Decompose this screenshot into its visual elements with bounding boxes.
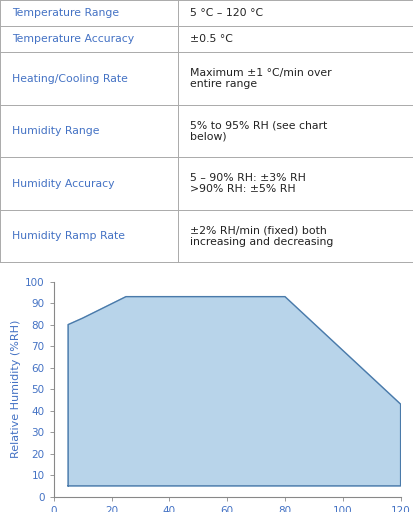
Text: ±2% RH/min (fixed) both
increasing and decreasing: ±2% RH/min (fixed) both increasing and d… [190,225,333,247]
Text: 5% to 95% RH (see chart
below): 5% to 95% RH (see chart below) [190,120,327,142]
Text: Temperature Range: Temperature Range [12,8,119,18]
Text: 5 – 90% RH: ±3% RH
>90% RH: ±5% RH: 5 – 90% RH: ±3% RH >90% RH: ±5% RH [190,173,306,195]
Polygon shape [68,296,401,486]
Text: Humidity Range: Humidity Range [12,126,100,136]
Text: Maximum ±1 °C/min over
entire range: Maximum ±1 °C/min over entire range [190,68,332,90]
Text: Heating/Cooling Rate: Heating/Cooling Rate [12,74,128,83]
Text: Temperature Accuracy: Temperature Accuracy [12,34,135,45]
Text: 5 °C – 120 °C: 5 °C – 120 °C [190,8,263,18]
Text: Humidity Ramp Rate: Humidity Ramp Rate [12,231,126,241]
Y-axis label: Relative Humidity (%RH): Relative Humidity (%RH) [11,320,21,458]
Text: Humidity Accuracy: Humidity Accuracy [12,179,115,188]
Text: ±0.5 °C: ±0.5 °C [190,34,233,45]
